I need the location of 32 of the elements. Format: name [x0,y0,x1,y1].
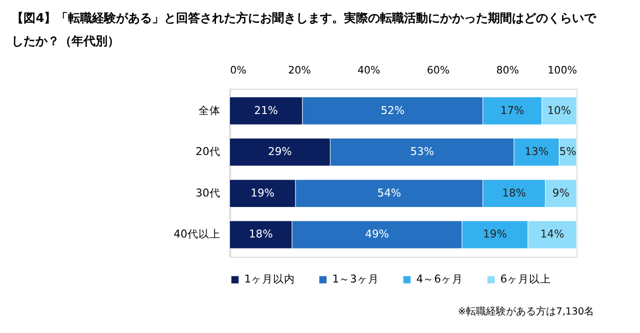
text: 54% [377,186,402,200]
x-tick-label: 100% [548,64,578,77]
text: 17% [500,104,524,117]
text: 5% [559,145,576,158]
text: 14% [540,228,564,241]
text: 9% [552,186,570,200]
text: 13% [524,145,549,158]
text: 10% [547,104,572,117]
chart-title: 【図4】「転職経験がある」と回答された方にお聞きします。実際の転職活動にかかった期間はどのくらいでしたか？（年代別） [12,10,598,48]
text: 18% [502,186,526,200]
text: 52% [380,104,405,117]
legend-label: 1ヶ月以内 [244,272,296,286]
y-tick-label: 全体 [198,104,220,117]
y-tick-label: 40代以上 [174,228,220,241]
x-tick-label: 60% [426,64,450,77]
legend-label: 6ヶ月以上 [500,272,552,286]
text: 19% [250,186,274,200]
x-tick-label: 0% [230,64,247,77]
text: 53% [410,145,434,158]
legend-label: 1～3ヶ月 [332,272,379,286]
text: 21% [254,104,278,117]
text: 18% [248,228,273,241]
legend-label: 4～6ヶ月 [416,272,463,286]
y-tick-label: 20代 [196,145,220,158]
y-tick-label: 30代 [196,186,220,200]
x-tick-label: 80% [496,64,520,77]
text: 19% [483,228,507,241]
x-tick-label: 20% [288,64,312,77]
text: ※転職経験がある方は7,130名 [458,305,594,318]
x-tick-label: 40% [357,64,380,77]
text: 29% [268,145,292,158]
text: 49% [365,228,389,241]
